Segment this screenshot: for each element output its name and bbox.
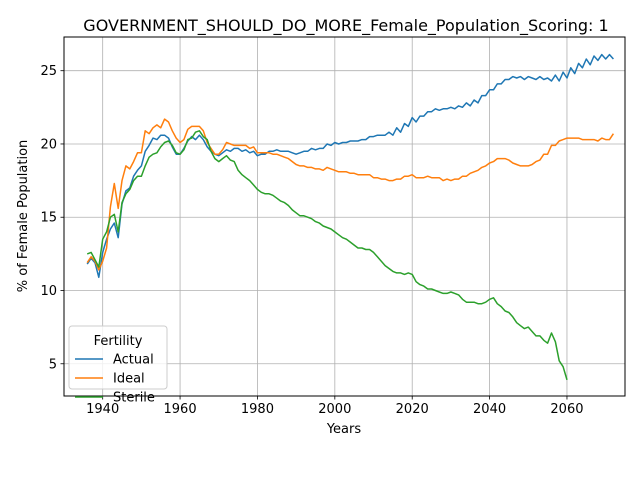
chart-title: GOVERNMENT_SHOULD_DO_MORE_Female_Populat… <box>83 16 608 36</box>
x-tick-label: 2000 <box>318 402 351 417</box>
y-axis-label: % of Female Population <box>16 140 31 293</box>
y-tick-label: 20 <box>40 137 57 152</box>
series-layer <box>86 53 615 381</box>
legend-title: Fertility <box>94 334 143 349</box>
x-tick-label: 2020 <box>396 402 429 417</box>
tick-layer: 1940 1960 1980 2000 2020 2040 2060 5 10 15 20 25 <box>40 64 583 417</box>
x-tick-label: 1980 <box>241 402 274 417</box>
y-tick-label: 10 <box>40 284 57 299</box>
x-tick-label: 2060 <box>550 402 583 417</box>
y-tick-label: 25 <box>40 64 57 79</box>
plot-frame <box>63 36 626 397</box>
x-tick-label: 1960 <box>164 402 197 417</box>
legend: Fertility Actual Ideal Sterile <box>68 325 168 406</box>
legend-box <box>68 325 168 390</box>
x-tick-label: 2040 <box>473 402 506 417</box>
legend-label-ideal: Ideal <box>113 372 145 387</box>
legend-label-actual: Actual <box>113 353 154 368</box>
y-tick-label: 15 <box>40 211 57 226</box>
x-tick-label: 1940 <box>86 402 119 417</box>
series-line-sterile <box>86 130 568 381</box>
legend-items: Actual Ideal Sterile <box>75 353 155 406</box>
series-line-ideal <box>86 118 615 271</box>
legend-label-sterile: Sterile <box>113 391 155 406</box>
y-tick-label: 5 <box>49 357 57 372</box>
x-axis-label: Years <box>326 422 362 437</box>
